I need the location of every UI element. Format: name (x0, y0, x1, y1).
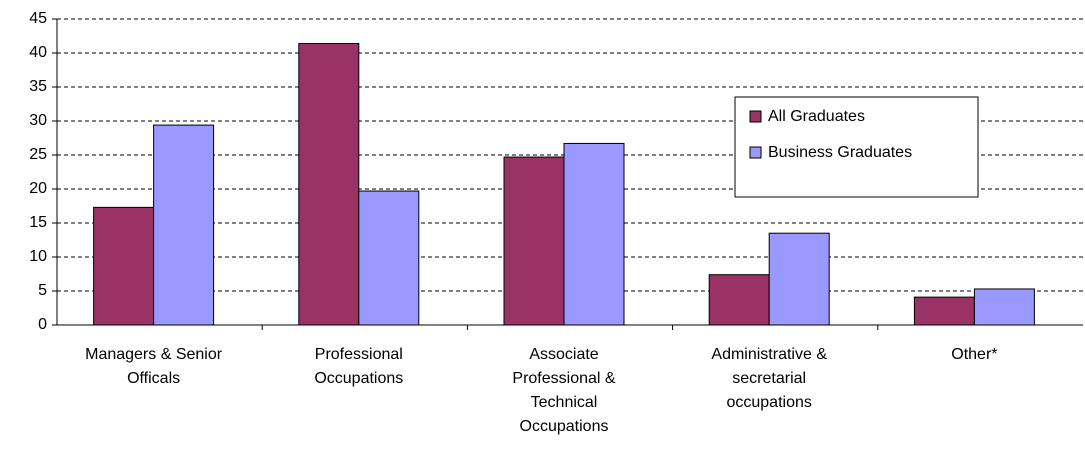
y-tick-label: 30 (29, 112, 47, 129)
bar (153, 124, 215, 326)
bar (298, 42, 360, 326)
bar (768, 232, 830, 326)
legend-label: All Graduates (768, 108, 865, 125)
legend-box (734, 96, 979, 198)
y-tick-label: 0 (38, 316, 47, 333)
legend-swatch (749, 146, 762, 159)
bar (563, 142, 625, 326)
y-tick-label: 35 (29, 78, 47, 95)
x-tick-label: Other* (951, 346, 998, 363)
x-tick-label: Administrative & secretarial occupations (711, 346, 827, 411)
y-tick-label: 40 (29, 44, 47, 61)
bar (503, 156, 565, 326)
x-tick-label: Professional Occupations (314, 346, 404, 387)
y-tick-label: 20 (29, 180, 47, 197)
bar (708, 274, 770, 326)
x-tick-label: Associate Professional & Technical Occup… (512, 346, 616, 435)
x-tick-label: Managers & Senior Officals (85, 346, 223, 387)
bar (93, 206, 155, 326)
legend-swatch (749, 110, 762, 123)
y-tick-label: 25 (29, 146, 47, 163)
bar (913, 296, 975, 326)
legend-label: Business Graduates (768, 144, 912, 161)
bar (358, 190, 420, 326)
y-tick-label: 10 (29, 248, 47, 265)
y-tick-label: 45 (29, 10, 47, 27)
bar (973, 288, 1035, 326)
y-tick-label: 5 (38, 282, 47, 299)
y-tick-label: 15 (29, 214, 47, 231)
